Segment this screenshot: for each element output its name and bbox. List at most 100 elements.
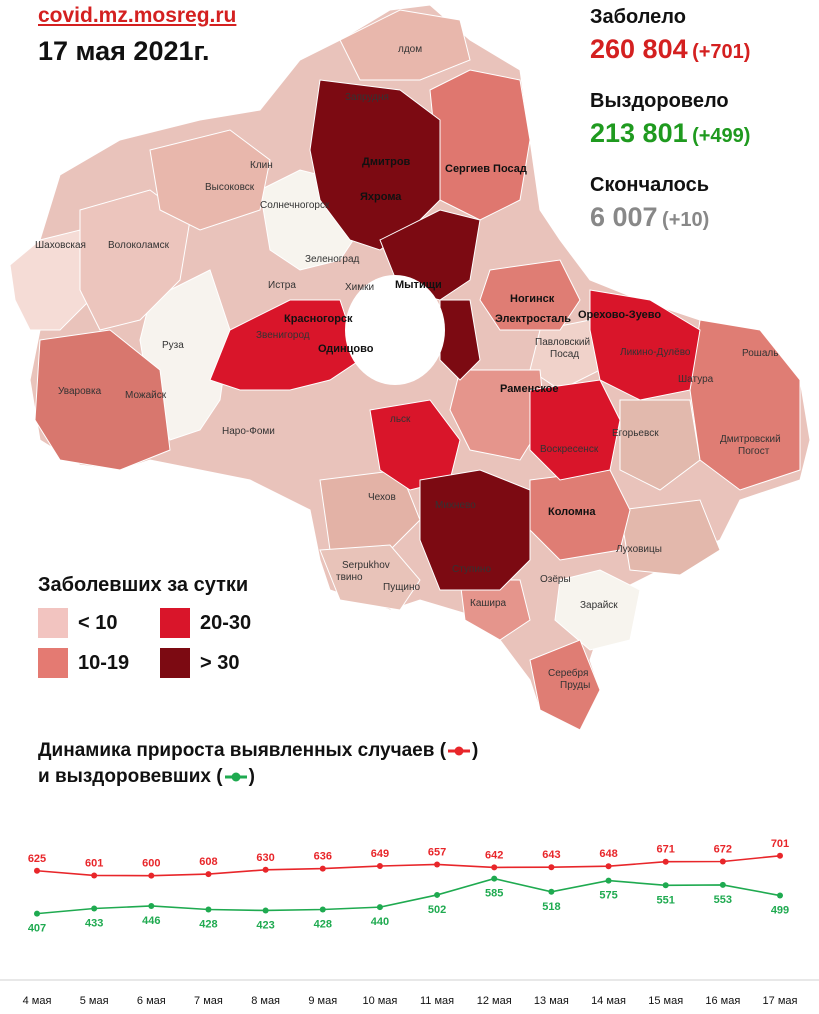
dynamics-title-line1: Динамика прироста выявленных случаев () [38,740,478,762]
recovered-stat: 213 801 (+499) [590,118,750,149]
sick-stat: 260 804 (+701) [590,34,750,65]
legend-swatch-10-19 [38,648,68,678]
label-likino: Ликино-Дулёво [620,347,691,358]
district-sergiev-posad [429,69,531,221]
data-label-1-13: 499 [771,905,789,917]
point-1-8 [491,875,498,882]
dynamics-title-line1-end: ) [472,740,479,761]
label-orekhovo: Орехово-Зуево [578,309,661,321]
label-istra: Истра [268,280,296,291]
label-dmitr-pogost2: Погост [738,446,770,457]
district-zaraysk [554,569,641,651]
moscow-region-map: лдом Запрудня Дмитров Яхрома Сергиев Пос… [9,4,811,731]
died-stat: 6 007 (+10) [590,202,709,233]
district-odintsovo [209,299,361,391]
label-serebr1: Серебря [548,667,588,679]
label-solnechnogorsk: Солнечногорск [260,200,330,211]
data-label-1-9: 518 [542,901,560,913]
point-1-2 [148,902,155,909]
site-link[interactable]: covid.mz.mosreg.ru [38,4,237,27]
point-1-12 [719,881,726,888]
dynamics-title-line2-end: ) [248,766,255,787]
x-tick-label-12: 16 мая [705,995,740,1007]
label-noginsk: Ногинск [510,293,555,305]
legend-label-gt30: > 30 [200,652,240,674]
data-label-0-1: 601 [85,857,103,869]
recovered-delta: (+499) [692,125,751,147]
label-elektrostal: Электросталь [495,313,571,325]
x-tick-label-1: 5 мая [80,995,109,1007]
point-1-4 [262,907,269,914]
point-1-10 [605,877,612,884]
data-label-1-6: 440 [371,916,389,928]
point-0-4 [262,866,269,873]
data-label-0-3: 608 [199,856,217,868]
data-label-1-10: 575 [599,890,617,902]
series-line-0 [36,855,781,877]
label-kolomna: Коломна [548,506,596,518]
point-1-11 [662,882,669,889]
data-label-1-0: 407 [28,923,46,935]
data-label-1-3: 428 [199,918,217,930]
point-0-13 [777,852,783,859]
point-0-11 [662,858,669,865]
data-label-0-4: 630 [256,852,274,864]
label-lukhovitsy: Луховицы [616,544,662,555]
label-zvenigorod: Звенигород [256,330,310,341]
label-vysokovsk: Высоковск [205,182,255,193]
label-shakhovskaya: Шаховская [35,240,86,251]
dynamics-title-line2: и выздоровевших () [38,766,255,788]
data-label-1-5: 428 [314,918,332,930]
data-label-0-10: 648 [599,848,617,860]
label-roshal: Рошаль [742,348,778,359]
point-0-2 [148,872,155,879]
point-0-1 [91,872,98,879]
recovered-value: 213 801 [590,118,688,148]
label-dmitrov: Дмитров [362,156,411,168]
point-0-8 [491,864,498,871]
district-klin [149,129,271,231]
label-ramenskoe: Раменское [500,383,559,395]
data-label-1-7: 502 [428,904,446,916]
data-label-0-13: 701 [771,838,789,850]
x-tick-label-2: 6 мая [137,995,166,1007]
data-label-1-4: 423 [256,919,274,931]
district-volokolamsk [79,189,191,331]
data-label-0-0: 625 [28,853,46,865]
label-pushchino: Пущино [383,582,421,593]
data-label-0-12: 672 [714,844,732,856]
label-taldom: лдом [398,44,422,55]
district-egorievsk [619,399,701,491]
district-noginsk [479,259,581,331]
label-serpukhov: Serpukhov [342,560,390,571]
legend-label-10-19: 10-19 [78,652,130,674]
data-label-1-12: 553 [714,894,732,906]
label-ruza: Руза [162,340,184,351]
district-shatura [689,319,801,491]
legend-label-lt10: < 10 [78,612,118,634]
data-label-1-11: 551 [657,894,675,906]
data-label-0-7: 657 [428,846,446,858]
recovered-label: Выздоровело [590,90,729,112]
label-mikhnevo: Михнево [435,500,476,511]
district-pavlovsky-posad [529,319,601,391]
dynamics-chart: 625 601 600 608 630 636 649 657 642 643 648 671 672 7… [0,838,819,1007]
district-orekhovo-zuevo [589,289,701,401]
label-egorievsk: Егорьевск [612,428,659,439]
x-tick-label-9: 13 мая [534,995,569,1007]
point-0-5 [319,865,326,872]
green-series-marker-icon [224,772,247,782]
data-label-1-2: 446 [142,915,160,927]
district-lukhovitsy [619,499,721,576]
label-naro: Наро-Фоми [222,426,275,437]
label-shatura: Шатура [678,374,714,385]
label-mozhaysk: Можайск [125,390,167,401]
legend-title: Заболевших за сутки [38,574,249,596]
sick-label: Заболело [590,6,686,28]
label-pavlovsky: Павловский [535,337,590,348]
point-0-7 [434,861,441,868]
legend-label-20-30: 20-30 [200,612,252,634]
x-tick-label-11: 15 мая [648,995,683,1007]
label-krasnogorsk: Красногорск [284,313,353,325]
x-tick-label-7: 11 мая [420,995,454,1007]
